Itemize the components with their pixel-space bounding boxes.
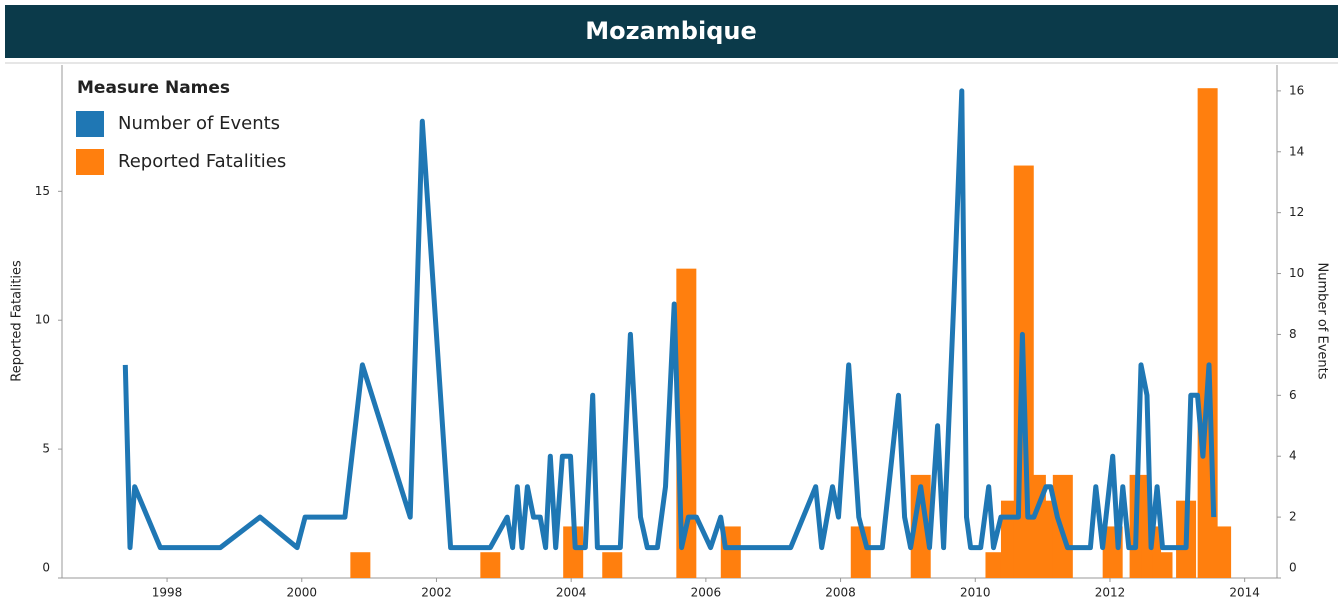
- legend-swatch: [76, 111, 104, 137]
- bar: [1211, 526, 1232, 578]
- x-tick-label: 2002: [421, 586, 452, 600]
- bar: [985, 552, 1006, 578]
- y2-tick-label: 12: [1289, 205, 1304, 219]
- x-tick-label: 2012: [1095, 586, 1126, 600]
- chart-title: Mozambique: [585, 17, 757, 45]
- y-axis-title: Reported Fatalities: [10, 260, 25, 382]
- x-tick-label: 2014: [1229, 586, 1260, 600]
- bar: [563, 526, 584, 578]
- y-tick-label: 5: [42, 442, 50, 456]
- bar: [480, 552, 501, 578]
- x-tick-label: 2004: [556, 586, 587, 600]
- bar: [1033, 500, 1054, 578]
- y2-tick-label: 0: [1289, 561, 1297, 575]
- y-tick-label: 15: [35, 184, 50, 198]
- legend-label: Reported Fatalities: [118, 151, 286, 172]
- y2-axis-title: Number of Events: [1315, 262, 1330, 379]
- bar: [910, 474, 931, 578]
- line: [122, 88, 1217, 551]
- bar: [350, 552, 371, 578]
- legend-label: Number of Events: [118, 113, 280, 134]
- y2-tick-label: 14: [1289, 144, 1304, 158]
- x-tick-label: 2000: [286, 586, 317, 600]
- y2-tick-label: 10: [1289, 266, 1304, 280]
- y2-tick-label: 8: [1289, 327, 1297, 341]
- x-tick-label: 1998: [152, 586, 183, 600]
- y2-tick-label: 6: [1289, 388, 1297, 402]
- bar: [1152, 552, 1173, 578]
- legend-title: Measure Names: [77, 78, 230, 98]
- y-tick-label: 0: [42, 561, 50, 575]
- y2-tick-label: 4: [1289, 449, 1297, 463]
- y2-tick-label: 2: [1289, 510, 1297, 524]
- x-tick-label: 2008: [825, 586, 856, 600]
- y-tick-label: 10: [35, 313, 50, 327]
- x-tick-label: 2010: [960, 586, 991, 600]
- legend-swatch: [76, 149, 104, 175]
- x-tick-label: 2006: [691, 586, 722, 600]
- title-bar: [5, 5, 1338, 58]
- bar: [602, 552, 623, 578]
- y2-tick-label: 16: [1289, 83, 1304, 97]
